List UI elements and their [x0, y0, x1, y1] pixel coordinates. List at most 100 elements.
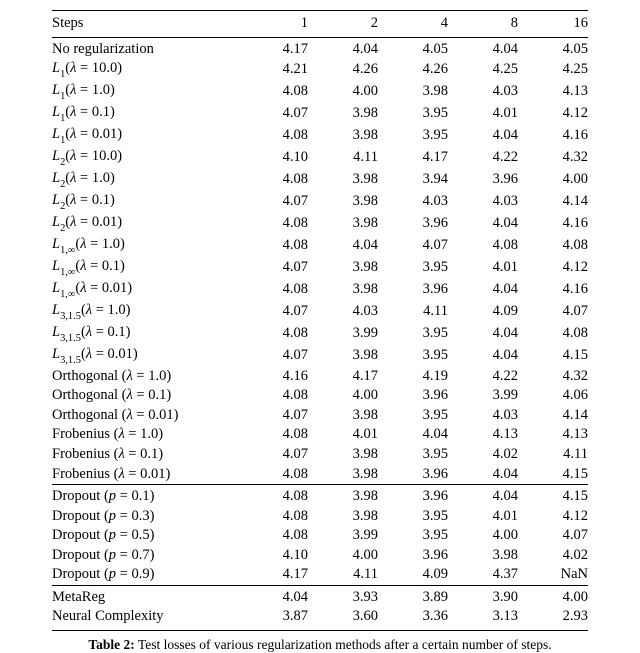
cell: 4.01	[448, 103, 518, 125]
cell: 3.94	[378, 169, 448, 191]
cell: 3.89	[378, 585, 448, 607]
row-label: Orthogonal (λ = 1.0)	[52, 367, 256, 387]
cell: 4.07	[256, 345, 308, 367]
table-row: Dropout (p = 0.1)4.083.983.964.044.15	[52, 485, 588, 507]
cell: 4.05	[518, 37, 588, 59]
cell: 4.07	[518, 526, 588, 546]
header-col-16: 16	[518, 11, 588, 38]
cell: 3.98	[308, 169, 378, 191]
cell: 4.15	[518, 465, 588, 485]
caption-text: Test losses of various regularization me…	[135, 637, 552, 652]
cell: 3.96	[378, 279, 448, 301]
cell: 3.98	[308, 485, 378, 507]
table-row: Frobenius (λ = 1.0)4.084.014.044.134.13	[52, 425, 588, 445]
cell: 4.04	[448, 465, 518, 485]
cell: 3.13	[448, 607, 518, 630]
cell: 4.13	[518, 81, 588, 103]
cell: 4.08	[256, 235, 308, 257]
cell: 4.02	[448, 445, 518, 465]
cell: 3.98	[308, 445, 378, 465]
cell: 4.09	[378, 565, 448, 585]
cell: 3.99	[308, 526, 378, 546]
table-group: No regularization4.174.044.054.044.05L1(…	[52, 37, 588, 485]
table-row: Dropout (p = 0.7)4.104.003.963.984.02	[52, 546, 588, 566]
cell: 4.08	[518, 323, 588, 345]
cell: 4.03	[448, 191, 518, 213]
cell: 3.98	[308, 279, 378, 301]
table-row: L2(λ = 0.01)4.083.983.964.044.16	[52, 213, 588, 235]
cell: 4.07	[518, 301, 588, 323]
cell: 3.95	[378, 507, 448, 527]
row-label: L1(λ = 10.0)	[52, 59, 256, 81]
cell: 4.00	[308, 81, 378, 103]
cell: 3.90	[448, 585, 518, 607]
cell: 3.99	[448, 386, 518, 406]
cell: 2.93	[518, 607, 588, 630]
cell: 4.04	[448, 37, 518, 59]
cell: 4.08	[256, 507, 308, 527]
row-label: MetaReg	[52, 585, 256, 607]
cell: 4.12	[518, 507, 588, 527]
row-label: Dropout (p = 0.3)	[52, 507, 256, 527]
cell: 4.26	[378, 59, 448, 81]
cell: 4.00	[518, 585, 588, 607]
row-label: Dropout (p = 0.5)	[52, 526, 256, 546]
cell: 4.04	[448, 345, 518, 367]
cell: 4.07	[256, 103, 308, 125]
table-row: Neural Complexity3.873.603.363.132.93	[52, 607, 588, 630]
cell: 4.14	[518, 191, 588, 213]
cell: 4.13	[448, 425, 518, 445]
cell: 4.11	[308, 147, 378, 169]
cell: 4.01	[448, 507, 518, 527]
cell: 4.11	[378, 301, 448, 323]
cell: 4.08	[256, 279, 308, 301]
cell: 4.00	[308, 386, 378, 406]
cell: 4.06	[518, 386, 588, 406]
cell: 3.96	[378, 485, 448, 507]
table-row: L1,∞(λ = 0.1)4.073.983.954.014.12	[52, 257, 588, 279]
row-label: Orthogonal (λ = 0.1)	[52, 386, 256, 406]
cell: 4.04	[256, 585, 308, 607]
cell: 4.05	[378, 37, 448, 59]
cell: 4.04	[378, 425, 448, 445]
table-row: Dropout (p = 0.9)4.174.114.094.37NaN	[52, 565, 588, 585]
row-label: L1,∞(λ = 0.01)	[52, 279, 256, 301]
cell: 4.07	[256, 301, 308, 323]
cell: 3.96	[378, 465, 448, 485]
header-col-4: 4	[378, 11, 448, 38]
cell: 4.16	[518, 279, 588, 301]
cell: 3.98	[308, 507, 378, 527]
row-label: L3,1.5(λ = 1.0)	[52, 301, 256, 323]
table-row: L2(λ = 10.0)4.104.114.174.224.32	[52, 147, 588, 169]
cell: 3.95	[378, 103, 448, 125]
row-label: L2(λ = 0.1)	[52, 191, 256, 213]
table-group: MetaReg4.043.933.893.904.00Neural Comple…	[52, 585, 588, 630]
cell: 4.04	[448, 485, 518, 507]
cell: 4.03	[448, 406, 518, 426]
cell: 4.08	[256, 465, 308, 485]
cell: 4.16	[518, 125, 588, 147]
cell: 4.02	[518, 546, 588, 566]
cell: 3.95	[378, 257, 448, 279]
cell: 3.96	[448, 169, 518, 191]
cell: 4.04	[448, 213, 518, 235]
cell: 4.19	[378, 367, 448, 387]
cell: 4.25	[518, 59, 588, 81]
cell: 4.07	[256, 406, 308, 426]
row-label: L3,1.5(λ = 0.01)	[52, 345, 256, 367]
cell: 4.08	[256, 386, 308, 406]
cell: 4.04	[448, 279, 518, 301]
cell: 4.08	[256, 526, 308, 546]
cell: 4.11	[518, 445, 588, 465]
row-label: Orthogonal (λ = 0.01)	[52, 406, 256, 426]
cell: 4.07	[256, 445, 308, 465]
cell: 4.04	[308, 37, 378, 59]
cell: 4.17	[378, 147, 448, 169]
table-row: Orthogonal (λ = 0.1)4.084.003.963.994.06	[52, 386, 588, 406]
cell: 4.08	[256, 81, 308, 103]
cell: NaN	[518, 565, 588, 585]
table-row: L1(λ = 0.01)4.083.983.954.044.16	[52, 125, 588, 147]
table-row: L1(λ = 1.0)4.084.003.984.034.13	[52, 81, 588, 103]
cell: 4.03	[448, 81, 518, 103]
cell: 4.09	[448, 301, 518, 323]
